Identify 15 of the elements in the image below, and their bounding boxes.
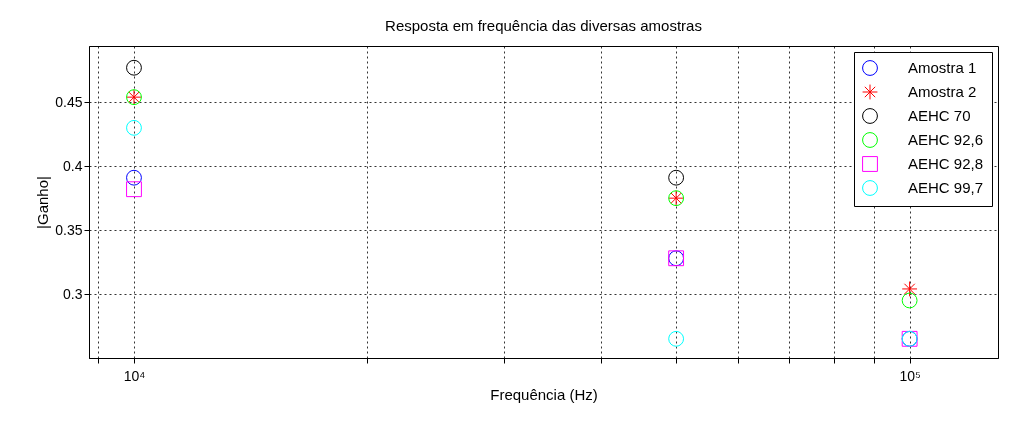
- y-axis-title: |Ganho|: [34, 176, 52, 229]
- x-tick-label: 10⁴: [123, 367, 146, 384]
- legend-label: AEHC 92,8: [908, 155, 984, 172]
- legend-label: Amostra 1: [908, 59, 977, 76]
- legend-label: Amostra 2: [908, 83, 977, 100]
- x-axis-title: Frequência (Hz): [490, 385, 598, 403]
- y-tick-label: 0.4: [63, 157, 83, 174]
- y-tick-label: 0.35: [55, 221, 83, 238]
- chart-title: Resposta em frequência das diversas amostras: [385, 17, 702, 34]
- legend-label: AEHC 70: [908, 107, 971, 124]
- legend-label: AEHC 92,6: [908, 131, 984, 148]
- x-tick-label: 10⁵: [899, 367, 921, 384]
- legend-label: AEHC 99,7: [908, 179, 984, 196]
- y-tick-label: 0.45: [55, 93, 83, 110]
- y-tick-label: 0.3: [63, 285, 83, 302]
